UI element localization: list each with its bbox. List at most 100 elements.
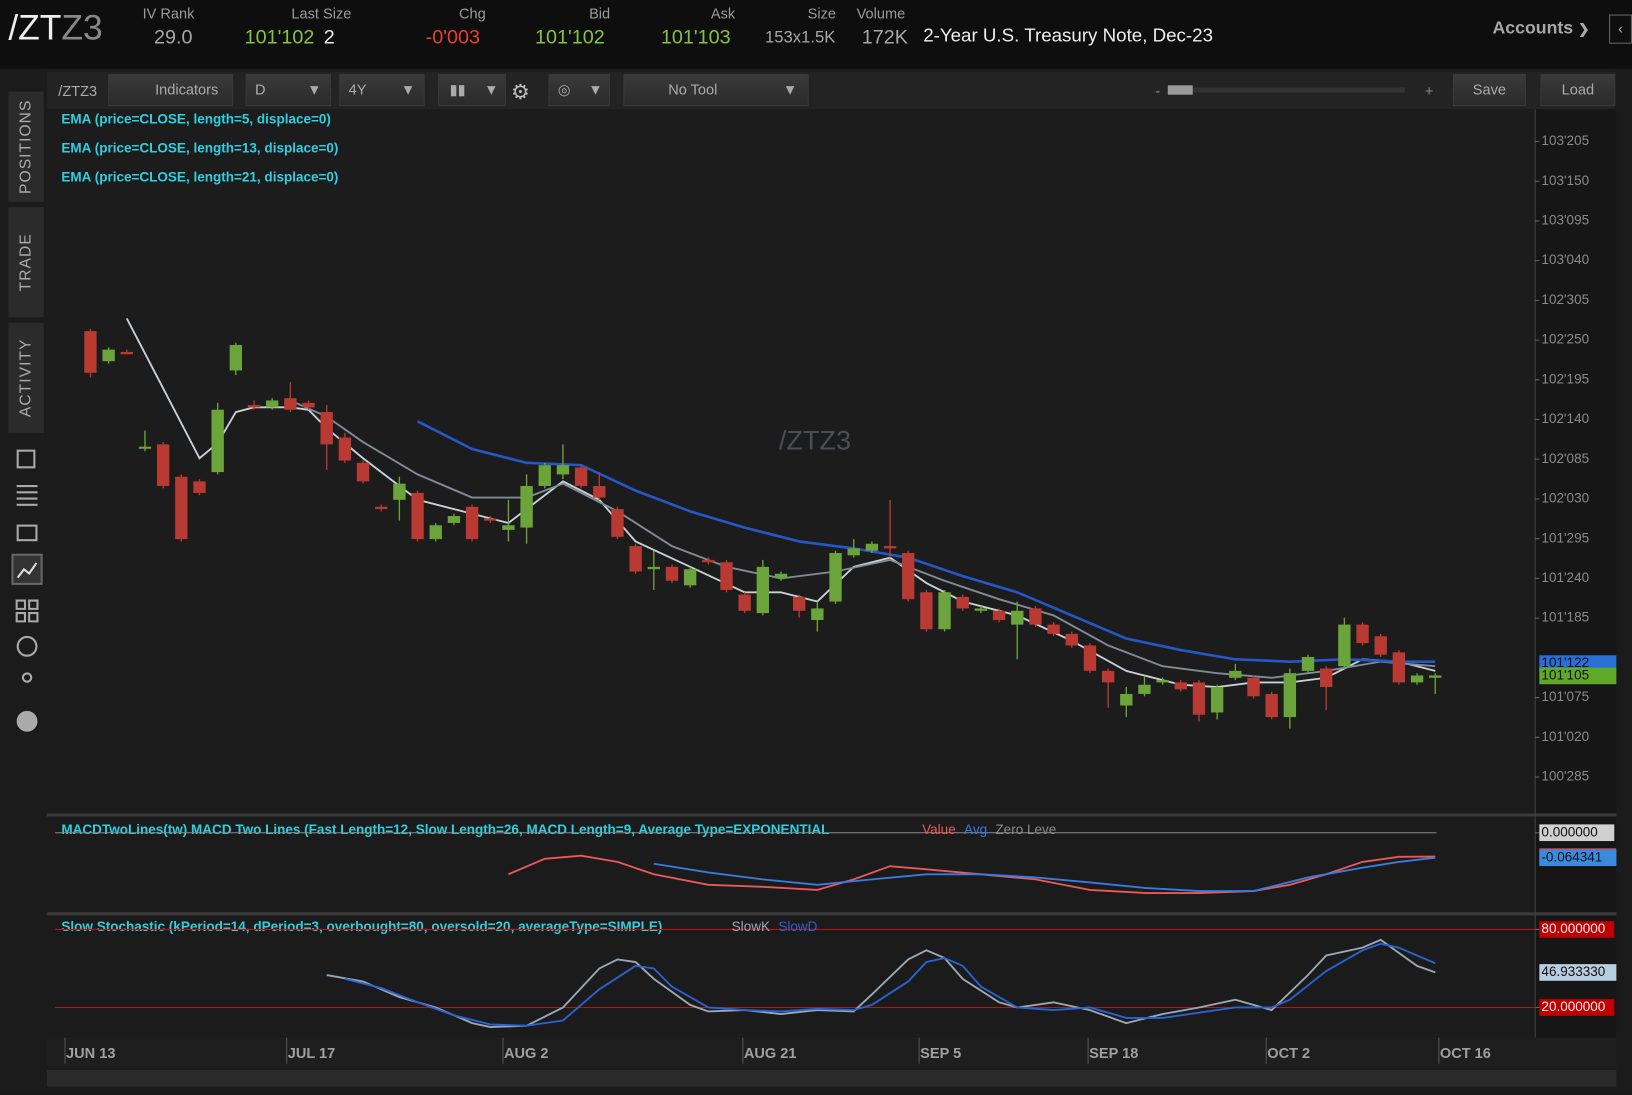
candle-body xyxy=(1392,652,1406,683)
panel-title: Slow Stochastic (kPeriod=14, dPeriod=3, … xyxy=(61,919,662,934)
candle-body xyxy=(411,492,424,540)
y-tick-bg xyxy=(1539,921,1615,938)
candle-body xyxy=(338,437,352,461)
legend-entry: SlowD xyxy=(778,919,817,934)
candle-body xyxy=(120,351,133,355)
field-value: 172K xyxy=(861,27,908,49)
period-dropdown[interactable]: 4Y ▼ xyxy=(339,73,425,107)
tab[interactable]: ACTIVITY xyxy=(8,322,44,433)
candle-body xyxy=(465,506,479,540)
candle-body xyxy=(1356,624,1369,644)
field-value: 153x1.5K xyxy=(764,29,836,47)
load-button[interactable]: Load xyxy=(1540,73,1616,107)
candle-body xyxy=(247,405,261,408)
candle-body xyxy=(1283,673,1297,718)
y-tick-label: 102'305 xyxy=(1541,292,1589,307)
x-tick-label: JUN 13 xyxy=(66,1046,115,1062)
field-label: IV Rank xyxy=(142,5,195,22)
candle-body xyxy=(974,608,988,611)
candle-body xyxy=(229,345,243,371)
icon-active[interactable] xyxy=(11,553,43,585)
candle-body xyxy=(702,559,715,563)
candle-body xyxy=(938,592,951,630)
expand-button[interactable]: ‹ xyxy=(1609,14,1632,44)
candle-body xyxy=(1047,624,1060,634)
save-button[interactable]: Save xyxy=(1452,73,1526,107)
y-tick-bg xyxy=(1539,824,1615,842)
candle-body xyxy=(1338,624,1351,667)
candle-body xyxy=(520,485,533,528)
candle-body xyxy=(665,566,679,581)
y-tick-label: 103'095 xyxy=(1541,213,1589,228)
icon[interactable] xyxy=(21,672,33,683)
candle-body xyxy=(629,546,642,572)
y-tick-label: 0.000000 xyxy=(1541,824,1597,839)
candle-body xyxy=(1320,668,1333,688)
candle-body xyxy=(647,566,660,570)
tool-dropdown[interactable]: No Tool ▼ xyxy=(623,73,809,107)
indicators-button[interactable]: Indicators xyxy=(108,73,234,107)
price-tag-label: 101'122 xyxy=(1541,655,1589,670)
candle-body xyxy=(1229,670,1242,678)
y-tick-label: 102'140 xyxy=(1541,411,1589,426)
legend-entry: Zero Leve xyxy=(995,822,1056,837)
candle-body xyxy=(284,398,297,410)
icon[interactable] xyxy=(16,524,38,542)
legend-entry: Avg xyxy=(964,822,987,837)
study-label: EMA (price=CLOSE, length=5, displace=0) xyxy=(61,111,331,126)
x-tick-label: SEP 18 xyxy=(1089,1046,1138,1062)
dropdown-label: No Tool xyxy=(668,81,718,98)
y-tick-label: 100'285 xyxy=(1541,769,1589,784)
dropdown-label: D xyxy=(254,81,266,98)
candle-body xyxy=(265,400,279,408)
price-tag xyxy=(1539,849,1617,867)
candle-body xyxy=(593,485,606,498)
watermark: /ZTZ3 xyxy=(779,425,851,455)
drawing-dropdown[interactable]: ◎ ▼ xyxy=(548,73,610,107)
icon[interactable] xyxy=(16,485,38,506)
series-line xyxy=(653,856,1436,892)
candle-body xyxy=(356,462,370,482)
settings-icon[interactable]: ⚙ xyxy=(511,81,530,105)
candle-body xyxy=(556,465,570,475)
candle-body xyxy=(302,402,315,408)
candle-body xyxy=(447,516,461,523)
field-label: Last Size xyxy=(291,5,352,22)
header-bar xyxy=(0,0,1632,69)
candle-body xyxy=(847,548,860,556)
y-tick-label: 20.000000 xyxy=(1541,999,1605,1014)
y-tick-label: 101'295 xyxy=(1541,530,1589,545)
accounts-menu[interactable]: Accounts ❯ xyxy=(1492,17,1590,38)
zoom-in[interactable]: + xyxy=(1424,82,1434,99)
y-tick-label: 101'020 xyxy=(1541,729,1589,744)
style-dropdown[interactable]: ▮▮ ▼ xyxy=(438,73,506,107)
y-tick-label: 80.000000 xyxy=(1541,921,1605,936)
aggregation-dropdown[interactable]: D ▼ xyxy=(245,73,331,107)
tab[interactable]: POSITIONS xyxy=(8,91,44,202)
zoom-out[interactable]: - xyxy=(1155,82,1161,99)
zoom-slider[interactable] xyxy=(1167,85,1406,95)
candle-body xyxy=(102,349,115,362)
sidebar-icons xyxy=(11,449,43,732)
icon[interactable] xyxy=(16,449,36,469)
candle-body xyxy=(1138,684,1151,694)
icon[interactable] xyxy=(16,635,38,657)
icon[interactable] xyxy=(15,599,39,623)
field-value: 101'102 xyxy=(244,27,315,49)
candle-body xyxy=(175,476,188,540)
tab[interactable]: TRADE xyxy=(8,207,44,318)
y-tick-label: 101'075 xyxy=(1541,689,1589,704)
field-value: -0'003 xyxy=(425,27,481,49)
candle-body xyxy=(992,610,1006,621)
candle-body xyxy=(920,592,933,630)
symbol-suffix: Z3 xyxy=(61,8,103,48)
legend-entry: Value xyxy=(922,822,956,837)
y-tick-label: 102'250 xyxy=(1541,332,1589,347)
field-label: Size xyxy=(807,5,837,22)
symbol[interactable]: /ZTZ3 xyxy=(8,8,102,49)
price-tag xyxy=(1539,667,1617,685)
candle-body xyxy=(138,446,152,449)
y-tick-label: 103'205 xyxy=(1541,133,1589,148)
field-label: Chg xyxy=(458,5,486,22)
candle-body xyxy=(211,409,224,473)
